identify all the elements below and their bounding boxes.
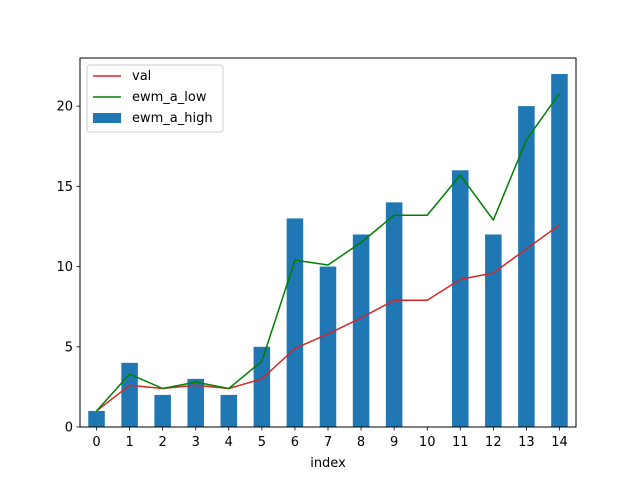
x-tick-label-0: 0 <box>92 435 100 450</box>
bar-ewm-a-high-6 <box>286 218 304 427</box>
legend-label-val: val <box>132 69 151 84</box>
bar-ewm-a-high-3 <box>187 378 204 427</box>
x-tick-label-10: 10 <box>419 435 436 450</box>
bar-ewm-a-high-5 <box>253 346 271 427</box>
bar-ewm-a-high-11 <box>452 170 469 428</box>
y-tick-label-20: 20 <box>56 100 73 115</box>
bar-ewm-a-high-14 <box>551 74 568 427</box>
x-tick-label-13: 13 <box>518 435 535 450</box>
bar-ewm-a-high-8 <box>352 234 370 427</box>
y-tick-label-5: 5 <box>65 340 73 355</box>
y-tick-label-15: 15 <box>56 180 73 195</box>
x-tick-label-5: 5 <box>258 435 266 450</box>
bar-ewm-a-high-2 <box>154 394 171 427</box>
x-tick-label-3: 3 <box>192 435 200 450</box>
bar-ewm-a-high-13 <box>518 106 535 427</box>
x-tick-label-8: 8 <box>357 435 365 450</box>
bar-ewm-a-high-9 <box>385 202 403 427</box>
legend-patch-ewm-a-high <box>93 113 121 123</box>
bar-ewm-a-high-1 <box>121 362 138 427</box>
x-tick-label-11: 11 <box>452 435 469 450</box>
bar-ewm-a-high-4 <box>220 394 238 427</box>
lines <box>95 92 561 412</box>
legend-label-ewm-a-high: ewm_a_high <box>132 111 213 126</box>
bar-ewm-a-high-0 <box>88 410 105 427</box>
legend: val ewm_a_low ewm_a_high <box>86 64 224 133</box>
y-tick-label-10: 10 <box>56 260 73 275</box>
x-tick-label-4: 4 <box>225 435 233 450</box>
x-tick-label-6: 6 <box>291 435 299 450</box>
legend-label-ewm-a-low: ewm_a_low <box>132 90 207 105</box>
y-tick-label-0: 0 <box>65 421 73 436</box>
line-ewm-a-low <box>95 92 561 412</box>
x-tick-label-14: 14 <box>551 435 568 450</box>
x-tick-label-1: 1 <box>125 435 133 450</box>
bar-ewm-a-high-7 <box>319 266 337 427</box>
bar-ewm-a-high-12 <box>485 234 502 427</box>
x-tick-label-2: 2 <box>159 435 167 450</box>
line-val <box>96 224 560 412</box>
x-axis-label: index <box>310 456 346 471</box>
x-tick-label-7: 7 <box>324 435 332 450</box>
x-axis: 0 1 2 3 4 5 6 7 8 9 10 11 12 13 14 <box>92 427 568 450</box>
x-tick-label-12: 12 <box>485 435 502 450</box>
y-axis: 0 5 10 15 20 <box>56 100 80 436</box>
x-tick-label-9: 9 <box>390 435 398 450</box>
